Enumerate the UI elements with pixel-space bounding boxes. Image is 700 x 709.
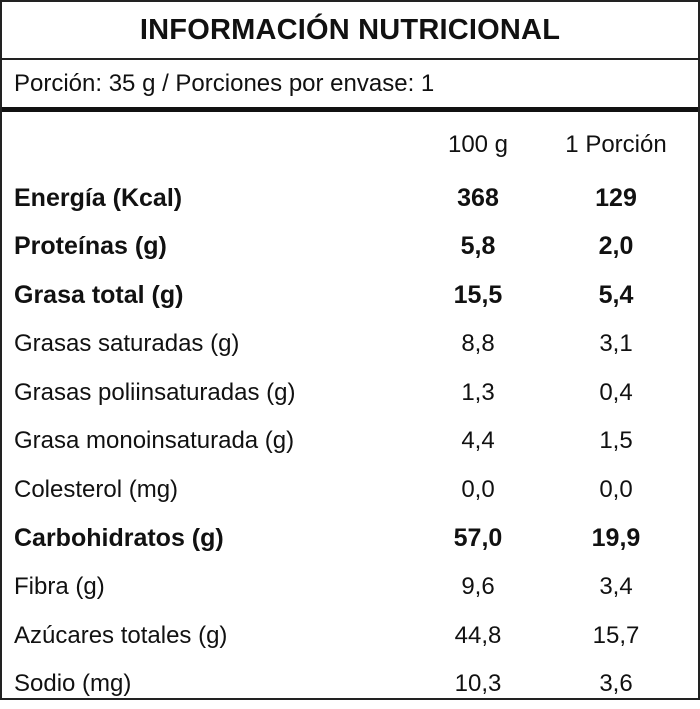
- nutrient-name: Grasas poliinsaturadas (g): [14, 378, 296, 406]
- value-per-portion: 0,4: [599, 378, 633, 406]
- value-per-100g: 368: [457, 183, 499, 212]
- header-per-100g: 100 g: [447, 131, 509, 158]
- value-per-100g: 1,3: [461, 378, 495, 406]
- table-row: Proteínas (g) 5,8 2,0: [2, 223, 698, 272]
- table-row: Colesterol (mg) 0,0 0,0: [2, 466, 698, 515]
- value-per-portion: 3,6: [599, 670, 633, 698]
- nutrient-name: Energía (Kcal): [14, 183, 183, 212]
- value-per-100g: 57,0: [453, 523, 503, 552]
- table-row: Grasas poliinsaturadas (g) 1,3 0,4: [2, 368, 698, 417]
- nutrient-name: Grasa monoinsaturada (g): [14, 427, 295, 455]
- value-per-portion: 2,0: [598, 232, 634, 261]
- table-row: Fibra (g) 9,6 3,4: [2, 563, 698, 612]
- value-per-portion: 1,5: [599, 427, 633, 455]
- value-per-100g: 8,8: [461, 330, 495, 358]
- value-per-portion: 3,1: [599, 330, 633, 358]
- value-per-100g: 9,6: [461, 573, 495, 601]
- nutrient-name: Colesterol (mg): [14, 475, 179, 503]
- value-per-portion: 15,7: [592, 621, 640, 649]
- table-row: Azúcares totales (g) 44,8 15,7: [2, 611, 698, 660]
- value-per-100g: 4,4: [461, 427, 495, 455]
- table-header-row: 100 g 1 Porción: [2, 112, 698, 174]
- table-row: Carbohidratos (g) 57,0 19,9: [2, 514, 698, 563]
- label-title: INFORMACIÓN NUTRICIONAL: [139, 13, 561, 46]
- nutrition-table: 100 g 1 Porción Energía (Kcal) 368 129 P…: [2, 112, 698, 709]
- value-per-portion: 19,9: [591, 523, 641, 552]
- table-row: Grasa monoinsaturada (g) 4,4 1,5: [2, 417, 698, 466]
- value-per-portion: 129: [595, 183, 637, 212]
- table-row: Energía (Kcal) 368 129: [2, 174, 698, 223]
- header-per-portion: 1 Porción: [565, 131, 667, 158]
- nutrient-name: Grasa total (g): [14, 280, 184, 309]
- value-per-100g: 0,0: [461, 475, 495, 503]
- serving-info: Porción: 35 g / Porciones por envase: 1: [14, 69, 435, 97]
- nutrient-name: Proteínas (g): [14, 232, 167, 261]
- value-per-100g: 44,8: [454, 621, 502, 649]
- nutrient-name: Sodio (mg): [14, 670, 132, 698]
- value-per-100g: 15,5: [453, 280, 503, 309]
- title-row: INFORMACIÓN NUTRICIONAL: [2, 2, 698, 60]
- table-row: Grasa total (g) 15,5 5,4: [2, 271, 698, 320]
- nutrient-name: Azúcares totales (g): [14, 621, 228, 649]
- serving-row: Porción: 35 g / Porciones por envase: 1: [2, 60, 698, 112]
- nutrient-name: Carbohidratos (g): [14, 523, 224, 552]
- value-per-portion: 0,0: [599, 475, 633, 503]
- table-row: Sodio (mg) 10,3 3,6: [2, 660, 698, 709]
- nutrient-name: Fibra (g): [14, 573, 105, 601]
- header-nutrient: [2, 112, 422, 174]
- value-per-100g: 10,3: [454, 670, 502, 698]
- nutrient-name: Grasas saturadas (g): [14, 330, 240, 358]
- value-per-portion: 5,4: [598, 280, 634, 309]
- table-row: Grasas saturadas (g) 8,8 3,1: [2, 320, 698, 369]
- value-per-100g: 5,8: [460, 232, 496, 261]
- value-per-portion: 3,4: [599, 573, 633, 601]
